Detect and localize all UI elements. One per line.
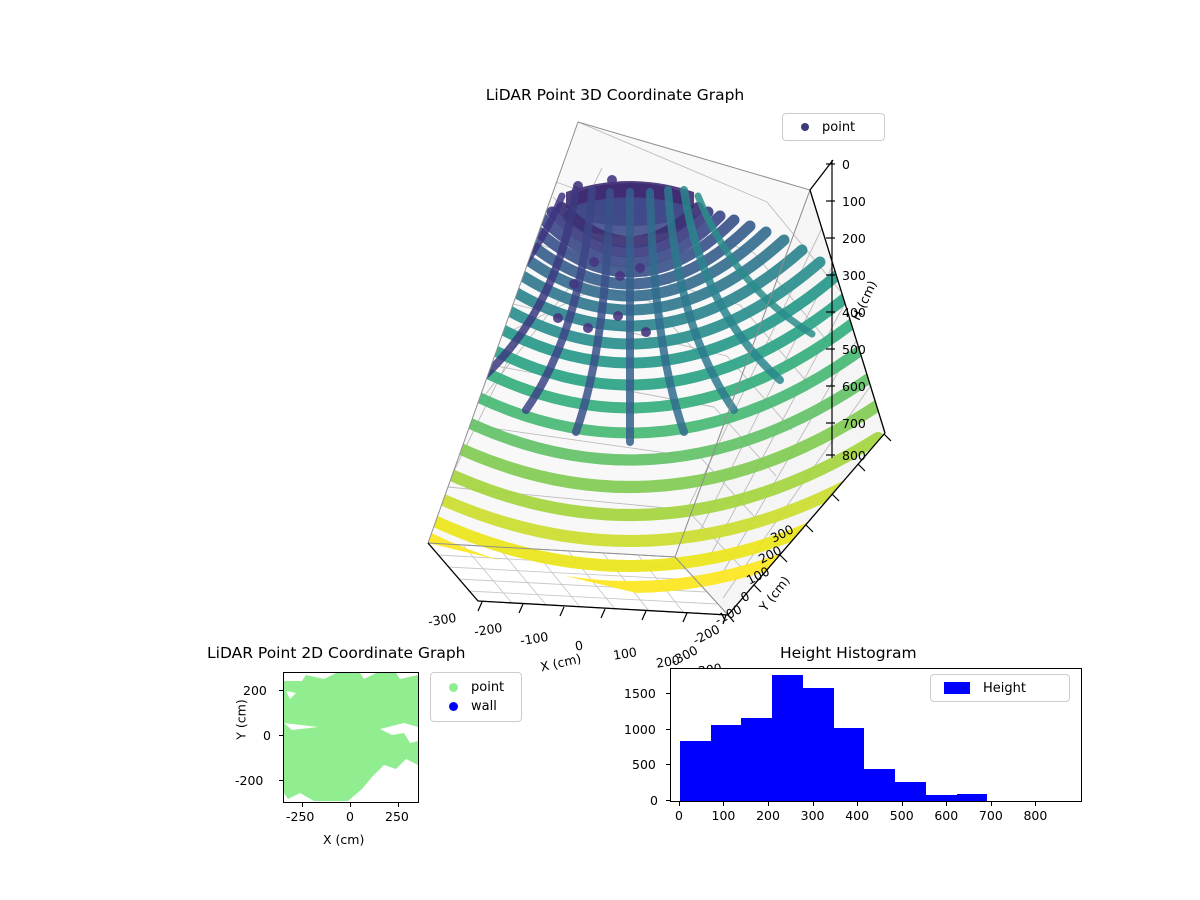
subplot-3d: LiDAR Point 3D Coordinate Graph: [330, 80, 900, 679]
ztick-400: 400: [842, 305, 866, 320]
histogram-bar: [833, 727, 865, 801]
histogram-xtick-label: 600: [934, 808, 959, 823]
xtick-2d-250: 250: [385, 809, 409, 824]
plot-2d-title: LiDAR Point 2D Coordinate Graph: [207, 644, 466, 662]
scatter-2d-points: [284, 673, 418, 801]
ytick-hist-1000: 1000: [624, 722, 656, 737]
histogram-bar: [802, 687, 834, 801]
histogram-xtick-marks: [670, 802, 1082, 808]
axes-3d-canvas: [427, 121, 892, 625]
ztick-100: 100: [842, 194, 866, 209]
legend-3d[interactable]: point: [782, 113, 885, 141]
legend-label-height: Height: [983, 680, 1026, 696]
histogram-bar: [741, 717, 773, 801]
histogram-bar: [710, 724, 742, 801]
subplot-2d: LiDAR Point 2D Coordinate Graph 200 0 -2: [195, 640, 555, 865]
legend-entry-point[interactable]: point: [792, 119, 875, 135]
histogram-xtick: [678, 802, 680, 806]
legend-marker-wall-2d: [449, 702, 458, 711]
histogram-axes[interactable]: Height: [670, 668, 1082, 802]
ytick-hist-0: 0: [650, 793, 658, 808]
histogram-bar: [772, 675, 803, 801]
axis-z-ticks: [826, 163, 835, 456]
histogram-xtick-label: 300: [800, 808, 825, 823]
legend-label-point-2d: point: [471, 680, 505, 695]
legend-label-wall-2d: wall: [471, 699, 497, 714]
ytick-hist-500: 500: [632, 757, 656, 772]
ztick-700: 700: [842, 416, 866, 431]
histogram-xtick: [990, 802, 992, 806]
legend-label-point: point: [822, 119, 856, 135]
ztick-0: 0: [842, 157, 850, 172]
histogram-xtick-label: 700: [978, 808, 1003, 823]
histogram-xtick-label: 100: [711, 808, 736, 823]
histogram-xtick-label: 200: [756, 808, 780, 823]
histogram-xtick: [946, 802, 948, 806]
histogram-bar: [956, 793, 988, 801]
axis-y-ticks: [727, 433, 892, 623]
legend-marker-point-2d: [449, 683, 458, 692]
histogram-xtick: [723, 802, 725, 806]
subplot-histogram: Height Histogram Height 0 500 1000 1500 …: [600, 640, 1100, 840]
xtick-2d--250: -250: [286, 809, 315, 824]
histogram-title: Height Histogram: [780, 644, 917, 662]
histogram-xtick-label: 800: [1023, 808, 1048, 823]
ztick-200: 200: [842, 231, 866, 246]
legend-marker-point: [801, 123, 809, 131]
histogram-xtick-label: 500: [889, 808, 914, 823]
histogram-xtick-label: 0: [674, 808, 683, 823]
plot-3d-title: LiDAR Point 3D Coordinate Graph: [485, 86, 745, 104]
axes-3d-spines: [427, 159, 886, 616]
ytick-2d-0: 0: [263, 728, 271, 743]
legend-2d[interactable]: point wall: [430, 672, 522, 722]
xtick-2d-0: 0: [346, 809, 354, 824]
axis-x-ticks: [477, 601, 727, 625]
ztick-300: 300: [842, 268, 866, 283]
histogram-xtick: [857, 802, 859, 806]
histogram-xtick: [768, 802, 770, 806]
ztick-800: 800: [842, 448, 866, 463]
plot-2d-axes[interactable]: [283, 672, 419, 803]
legend-entry-wall-2d[interactable]: wall: [440, 697, 512, 716]
ztick-500: 500: [842, 342, 866, 357]
histogram-xtick: [812, 802, 814, 806]
ztick-600: 600: [842, 379, 866, 394]
axis-x-label-2d: X (cm): [323, 832, 365, 847]
legend-marker-height: [944, 682, 970, 694]
histogram-xtick-label: 400: [845, 808, 870, 823]
histogram-bars: [671, 669, 1081, 801]
histogram-bar: [895, 781, 926, 801]
legend-histogram[interactable]: Height: [930, 674, 1070, 702]
histogram-xtick: [901, 802, 903, 806]
ytick-2d--200: -200: [235, 773, 264, 788]
histogram-xtick-labels: 0 100 200 300 400 500 600 700 800: [670, 808, 1082, 828]
legend-entry-point-2d[interactable]: point: [440, 678, 512, 697]
ytick-hist-1500: 1500: [624, 686, 656, 701]
axis-y-label-2d: Y (cm): [233, 699, 249, 740]
histogram-bar: [679, 741, 711, 801]
histogram-bar: [864, 768, 896, 801]
ytick-2d-200: 200: [243, 683, 267, 698]
histogram-bar: [925, 794, 957, 801]
legend-entry-height[interactable]: Height: [940, 680, 1060, 696]
histogram-xtick: [1035, 802, 1037, 806]
